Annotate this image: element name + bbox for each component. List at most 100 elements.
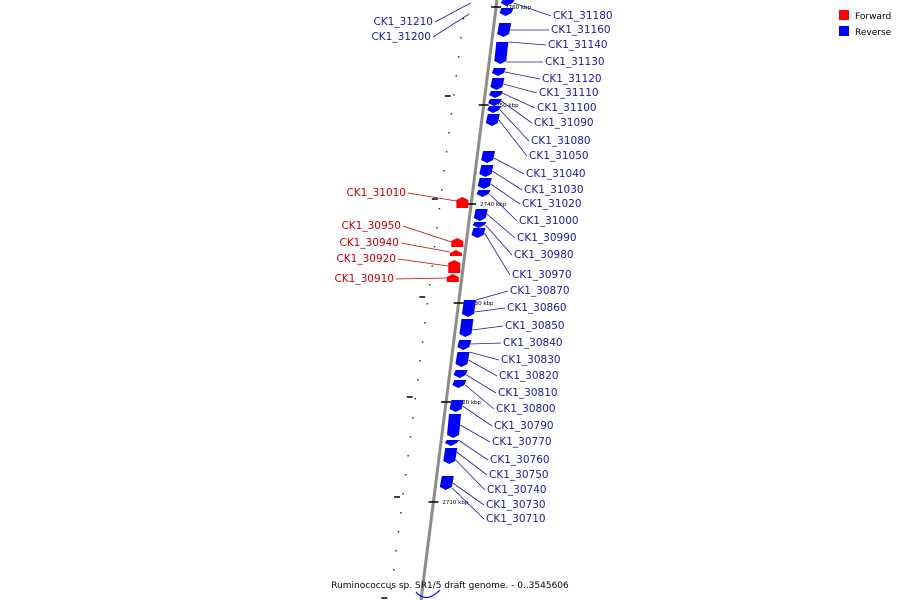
leader-line bbox=[464, 384, 495, 410]
gene-label: CK1_31120 bbox=[542, 73, 602, 85]
gene-label: CK1_31210 bbox=[373, 16, 433, 28]
gene-label: CK1_30750 bbox=[489, 469, 549, 481]
minor-dot bbox=[453, 94, 455, 96]
leader-line bbox=[402, 225, 452, 243]
label-leader-lines bbox=[395, 2, 552, 520]
leader-line bbox=[474, 307, 506, 313]
major-tick-label: 2740 kbp bbox=[480, 202, 506, 208]
reverse-gene bbox=[479, 165, 494, 177]
leader-line bbox=[434, 2, 471, 23]
gene-label: CK1_30820 bbox=[499, 370, 559, 382]
gene-label: CK1_31100 bbox=[537, 102, 597, 114]
reverse-gene bbox=[472, 222, 487, 228]
minor-dot bbox=[392, 569, 395, 571]
leader-line bbox=[397, 258, 449, 267]
leader-line bbox=[484, 232, 511, 276]
gene-label: CK1_31050 bbox=[529, 150, 589, 162]
major-tick-label: 2760 kbp bbox=[505, 5, 531, 11]
leader-line bbox=[452, 482, 485, 506]
gene-label: CK1_31040 bbox=[526, 168, 586, 180]
major-tick-label: 2720 kbp bbox=[455, 400, 481, 406]
leader-line bbox=[493, 157, 525, 175]
minor-dot bbox=[438, 208, 441, 210]
minor-dot bbox=[412, 417, 414, 419]
minor-dot bbox=[460, 37, 462, 39]
leader-line bbox=[407, 192, 457, 202]
leader-line bbox=[466, 374, 497, 394]
minor-dot bbox=[419, 360, 421, 362]
reverse-gene bbox=[481, 151, 496, 163]
legend: Forward Reverse bbox=[839, 10, 892, 38]
minor-dot bbox=[404, 474, 407, 476]
leader-line bbox=[395, 277, 447, 280]
leader-line bbox=[469, 351, 500, 361]
gene-label: CK1_30910 bbox=[334, 273, 394, 285]
minor-dot bbox=[429, 284, 431, 286]
leader-line bbox=[400, 242, 451, 253]
gene-label: CK1_30810 bbox=[498, 387, 558, 399]
leader-line bbox=[455, 459, 486, 491]
reverse-gene bbox=[439, 476, 454, 490]
gene-labels: CK1_31180 CK1_31160 CK1_31140 CK1_31130 CK1_… bbox=[334, 10, 612, 525]
reverse-gene bbox=[490, 78, 505, 90]
major-tick-label: 2750 kbp bbox=[493, 103, 519, 109]
minor-dot bbox=[416, 379, 419, 381]
leader-line bbox=[498, 119, 528, 157]
reverse-gene bbox=[455, 352, 470, 367]
gene-label: CK1_30860 bbox=[507, 302, 567, 314]
genome-caption: Ruminococcus sp. SR1/5 draft genome. - 0… bbox=[331, 581, 569, 591]
reverse-gene bbox=[497, 23, 512, 37]
leader-line bbox=[513, 2, 552, 17]
leader-line bbox=[500, 100, 533, 124]
major-ticks: 2760 kbp 2750 kbp 2740 kbp 2730 kbp 2720 kbp… bbox=[381, 5, 532, 599]
leader-line bbox=[432, 13, 470, 38]
gene-label: CK1_30980 bbox=[514, 249, 574, 261]
gene-label: CK1_30940 bbox=[339, 237, 399, 249]
gene-label: CK1_30950 bbox=[341, 220, 401, 232]
minor-dot bbox=[431, 265, 433, 267]
major-tick-label: 2710 kbp bbox=[442, 500, 468, 506]
leader-line bbox=[486, 213, 516, 239]
legend-reverse-label: Reverse bbox=[855, 28, 892, 38]
leader-line bbox=[499, 109, 530, 142]
gene-label: CK1_31000 bbox=[519, 215, 579, 227]
gene-features bbox=[439, 0, 515, 490]
forward-gene bbox=[451, 238, 464, 247]
leader-line bbox=[508, 41, 547, 46]
legend-forward-swatch bbox=[839, 10, 849, 20]
forward-gene bbox=[448, 260, 461, 273]
gene-label: CK1_30920 bbox=[336, 253, 396, 265]
gene-label: CK1_31180 bbox=[553, 10, 613, 22]
gene-label: CK1_30830 bbox=[501, 354, 561, 366]
leader-line bbox=[470, 342, 502, 345]
gene-label: CK1_31140 bbox=[548, 39, 608, 51]
leader-line bbox=[485, 224, 513, 256]
minor-dot bbox=[450, 113, 453, 115]
minor-dot bbox=[424, 322, 426, 324]
minor-dot bbox=[402, 493, 405, 495]
legend-reverse-swatch bbox=[839, 26, 849, 36]
gene-label: CK1_31160 bbox=[551, 24, 611, 36]
reverse-gene bbox=[488, 99, 503, 106]
leader-line bbox=[504, 71, 541, 80]
gene-label: CK1_31200 bbox=[371, 31, 431, 43]
gene-label: CK1_30710 bbox=[486, 513, 546, 525]
minor-dot bbox=[395, 550, 397, 552]
minor-dot bbox=[455, 75, 457, 77]
minor-dot bbox=[462, 18, 465, 20]
minor-dot bbox=[445, 151, 448, 153]
gene-label: CK1_30870 bbox=[510, 285, 570, 297]
reverse-gene bbox=[459, 319, 474, 337]
leader-line bbox=[459, 424, 491, 443]
minor-dot bbox=[441, 189, 443, 191]
leader-line bbox=[462, 405, 493, 427]
gene-label: CK1_30840 bbox=[503, 337, 563, 349]
minor-dot bbox=[443, 170, 445, 172]
axis-end-arc bbox=[415, 589, 441, 599]
reverse-gene bbox=[500, 0, 515, 6]
reverse-gene bbox=[457, 340, 472, 350]
gene-label: CK1_31030 bbox=[524, 184, 584, 196]
forward-gene bbox=[456, 197, 469, 208]
leader-line bbox=[451, 487, 485, 520]
minor-dot bbox=[421, 341, 424, 343]
